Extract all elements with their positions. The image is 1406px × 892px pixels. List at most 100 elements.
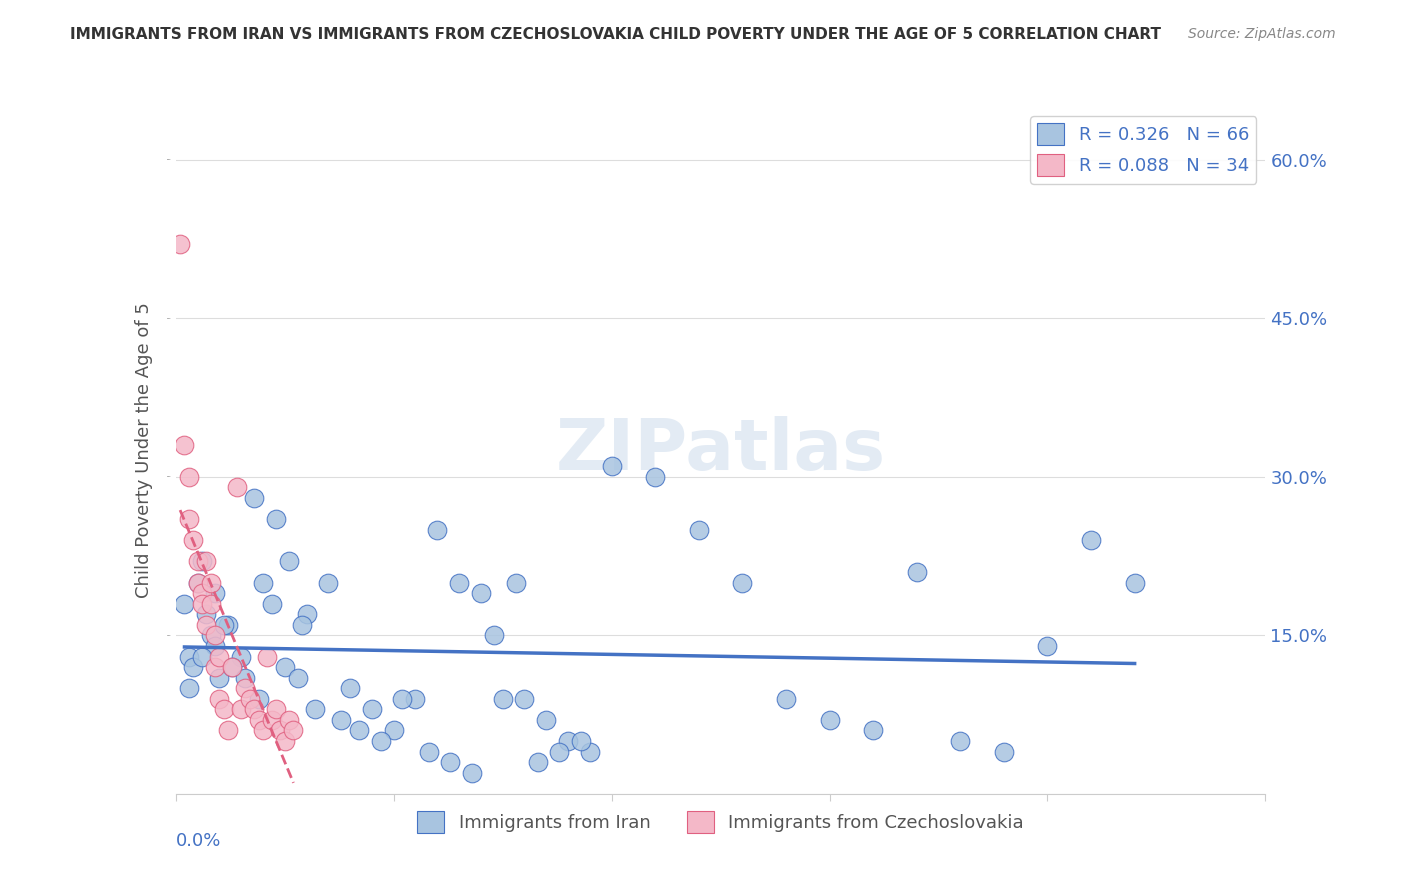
Point (217, 617, 239, 632)
Text: IMMIGRANTS FROM IRAN VS IMMIGRANTS FROM CZECHOSLOVAKIA CHILD POVERTY UNDER THE A: IMMIGRANTS FROM IRAN VS IMMIGRANTS FROM … (70, 27, 1161, 42)
Point (482, 628, 505, 642)
Point (993, 745, 1015, 759)
Point (191, 597, 214, 611)
Y-axis label: Child Poverty Under the Age of 5: Child Poverty Under the Age of 5 (135, 302, 153, 599)
Text: 0.0%: 0.0% (176, 831, 221, 850)
Point (200, 628, 222, 642)
Point (243, 491, 266, 505)
Point (177, 512, 200, 526)
Point (177, 681, 200, 696)
Point (191, 586, 214, 600)
Point (204, 660, 226, 674)
Point (526, 755, 548, 769)
Point (405, 691, 427, 706)
Point (217, 723, 239, 738)
Point (905, 565, 928, 579)
Point (644, 470, 666, 484)
Point (204, 586, 226, 600)
Point (181, 660, 204, 674)
Point (204, 628, 226, 642)
Point (579, 745, 602, 759)
Point (243, 702, 266, 716)
Point (212, 702, 235, 716)
Point (231, 702, 253, 716)
Point (247, 691, 270, 706)
Point (688, 523, 710, 537)
Text: ZIPatlas: ZIPatlas (555, 416, 886, 485)
Point (247, 713, 270, 727)
Point (177, 649, 200, 664)
Point (492, 691, 515, 706)
Point (461, 765, 484, 780)
Point (278, 554, 301, 568)
Point (1080, 533, 1102, 548)
Point (235, 671, 257, 685)
Point (186, 554, 209, 568)
Point (534, 713, 557, 727)
Point (235, 681, 257, 696)
Point (1123, 575, 1146, 590)
Point (260, 713, 283, 727)
Point (221, 660, 243, 674)
Point (1036, 639, 1059, 653)
Point (382, 723, 405, 738)
Point (818, 713, 841, 727)
Point (191, 649, 214, 664)
Point (173, 438, 195, 452)
Legend: Immigrants from Iran, Immigrants from Czechoslovakia: Immigrants from Iran, Immigrants from Cz… (411, 804, 1031, 839)
Point (360, 702, 382, 716)
Point (204, 639, 226, 653)
Point (347, 723, 370, 738)
Point (949, 734, 972, 748)
Point (291, 617, 314, 632)
Point (181, 533, 204, 548)
Point (283, 723, 305, 738)
Point (418, 745, 440, 759)
Point (513, 691, 536, 706)
Point (225, 480, 247, 494)
Point (195, 554, 218, 568)
Point (278, 713, 301, 727)
Point (775, 691, 797, 706)
Point (231, 649, 253, 664)
Point (212, 617, 235, 632)
Point (208, 691, 231, 706)
Point (557, 734, 579, 748)
Point (339, 681, 361, 696)
Point (200, 597, 222, 611)
Point (256, 649, 278, 664)
Point (862, 723, 884, 738)
Point (274, 734, 297, 748)
Point (260, 597, 283, 611)
Point (269, 723, 291, 738)
Point (173, 597, 195, 611)
Point (177, 470, 200, 484)
Point (264, 702, 287, 716)
Point (548, 745, 571, 759)
Point (208, 649, 231, 664)
Point (426, 523, 449, 537)
Point (304, 702, 326, 716)
Point (191, 554, 214, 568)
Point (186, 575, 209, 590)
Point (731, 575, 754, 590)
Point (505, 575, 527, 590)
Point (287, 671, 309, 685)
Text: Source: ZipAtlas.com: Source: ZipAtlas.com (1188, 27, 1336, 41)
Point (447, 575, 470, 590)
Point (274, 660, 297, 674)
Point (370, 734, 392, 748)
Point (318, 575, 340, 590)
Point (169, 237, 191, 252)
Point (200, 575, 222, 590)
Point (600, 459, 623, 474)
Point (391, 691, 413, 706)
Point (195, 607, 218, 622)
Point (186, 575, 209, 590)
Point (208, 671, 231, 685)
Point (252, 575, 274, 590)
Point (252, 723, 274, 738)
Point (569, 734, 592, 748)
Point (195, 617, 218, 632)
Point (264, 512, 287, 526)
